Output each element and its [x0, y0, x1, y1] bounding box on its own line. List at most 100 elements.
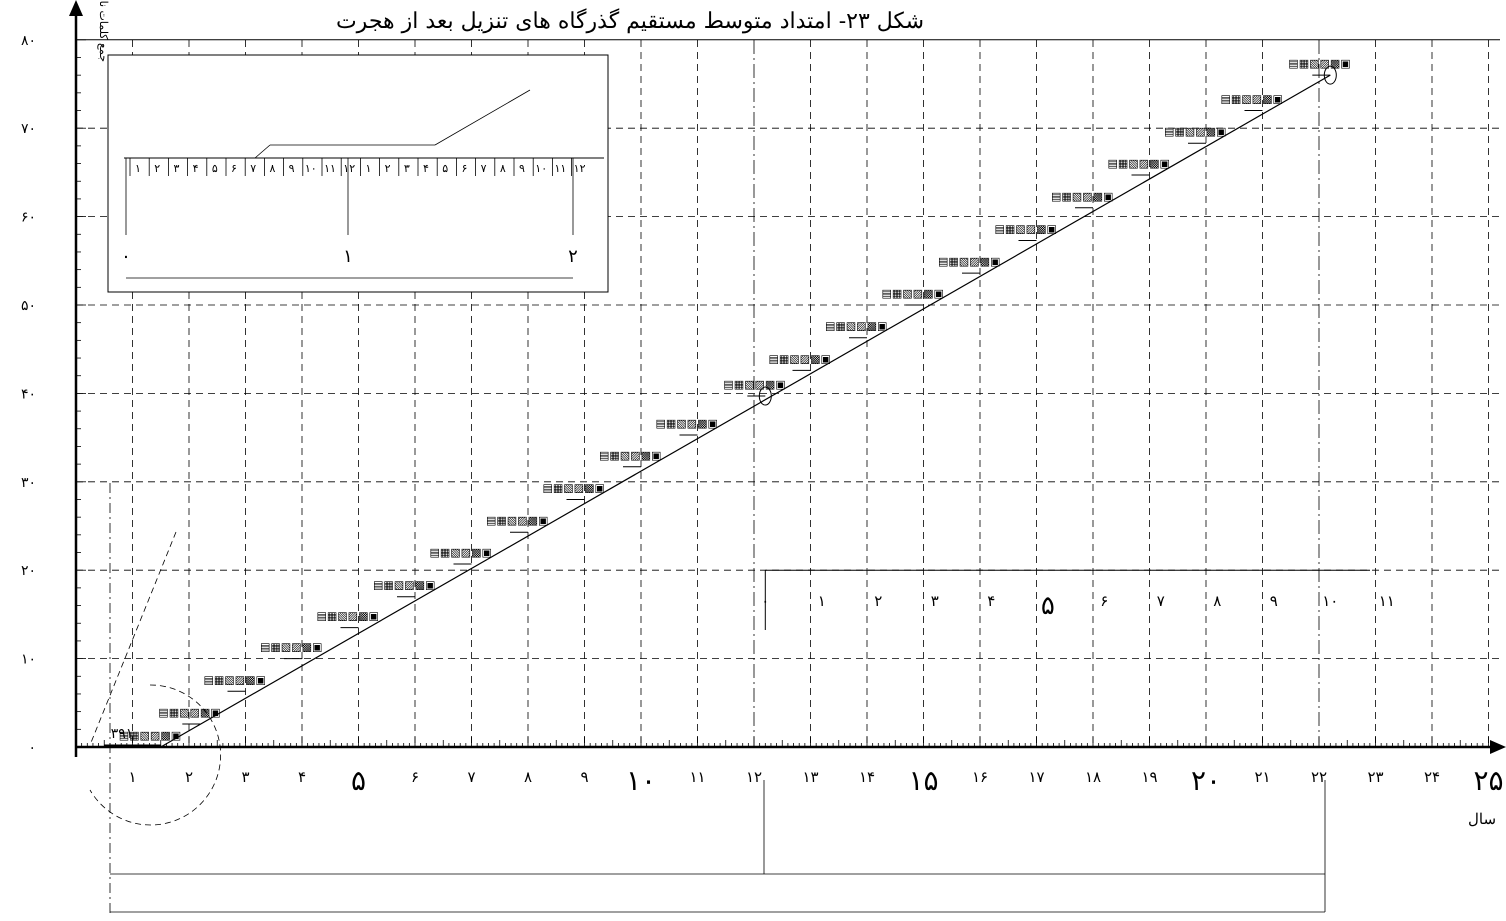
x-tick-label: ۵: [351, 764, 366, 797]
inset-bracket: [434, 89, 531, 146]
x-tick-label: ۹: [580, 768, 588, 786]
inset-ylabel: جمع کلمات نازله به هزار: [97, 0, 110, 62]
step-glyph: ▤▦▧▨▩▣: [1221, 93, 1283, 106]
bottom-brackets: [109, 483, 1326, 915]
secondary-tick-label: ۱: [818, 592, 826, 610]
inset-tick-label: ۱: [365, 162, 371, 175]
y-axis-arrow: [69, 0, 83, 16]
step-glyph: ▤▦▧▨▩▣: [543, 481, 605, 494]
x-tick-label: ۱۳: [802, 768, 818, 786]
x-tick-label: ۱۵: [908, 764, 938, 797]
inset-tick-label: ۱۲: [574, 162, 586, 175]
inset-tick-label: ۶: [231, 162, 237, 175]
inset-tick-label: ۱۰: [535, 162, 547, 175]
annotation-391: ۳۹۱: [111, 726, 134, 742]
step-glyph: ▤▦▧▨▩▣: [1108, 157, 1170, 170]
inset-tick-label: ۱۰: [305, 162, 317, 175]
inset-tick-label: ۳: [173, 162, 179, 175]
inset-tick-label: ۹: [289, 162, 295, 175]
inset-tick-label: ۴: [193, 162, 199, 175]
inset-lower-label: ۰: [121, 246, 131, 267]
step-glyph: ▤▦▧▨▩▣: [430, 546, 492, 559]
inset-tick-label: ۵: [442, 162, 448, 175]
step-glyph: ▤▦▧▨▩▣: [373, 579, 435, 592]
x-tick-label: ۱۱: [689, 768, 705, 786]
step-glyph: ▤▦▧▨▩▣: [938, 255, 1000, 268]
grid-lines: [76, 39, 1500, 747]
step-glyph: ▤▦▧▨▩▣: [1051, 190, 1113, 203]
x-tick-label: ۱۸: [1085, 768, 1101, 786]
secondary-tick-label: ۳: [931, 592, 939, 610]
step-glyph: ▤▦▧▨▩▣: [769, 352, 831, 365]
inset-tick-label: ۲: [385, 162, 391, 175]
inset-tick-label: ۱۲: [343, 162, 355, 175]
inset-tick-label: ۱۱: [324, 162, 336, 175]
inset-tick-label: ۵: [212, 162, 218, 175]
circle-marker: [1323, 65, 1337, 85]
x-tick-label: ۱۹: [1141, 768, 1157, 786]
y-tick-label: ۲۰: [21, 563, 36, 579]
x-tick-label: ۴: [298, 768, 306, 786]
inset-tick-label: ۷: [481, 162, 487, 175]
step-glyph: ▤▦▧▨▩▣: [723, 378, 785, 391]
dashed-arc: [89, 684, 222, 826]
x-tick-label: ۱۶: [972, 768, 988, 786]
y-tick-label: ۸۰: [21, 33, 36, 49]
x-tick-label: ۲۴: [1424, 768, 1440, 786]
secondary-tick-label: ۰: [761, 592, 769, 610]
inset-tick-label: ۳: [404, 162, 410, 175]
step-glyph: ▤▦▧▨▩▣: [825, 320, 887, 333]
secondary-tick-label: ۹: [1270, 592, 1278, 610]
secondary-tick-label: ۱۱: [1379, 592, 1395, 610]
x-axis-arrow: [1490, 740, 1506, 754]
x-tick-label: ۱۲: [746, 768, 762, 786]
secondary-axis: ۰ ۱ ۲ ۳ ۴ ۵ ۶ ۷ ۸ ۹ ۱۰ ۱۱: [761, 569, 1395, 630]
circle-marker: [758, 386, 772, 406]
y-tick-label: ۳۰: [21, 475, 36, 491]
inset-tick-label: ۸: [500, 162, 506, 175]
secondary-tick-label: ۵: [1041, 591, 1055, 621]
y-tick-label: ۰: [28, 740, 36, 756]
inset-tick-label: ۱: [135, 162, 141, 175]
inset-frame: [107, 54, 609, 293]
x-tick-label: ۲۵: [1473, 764, 1503, 797]
inset-tick-label: ۶: [461, 162, 467, 175]
x-axis-label: سال: [1468, 810, 1496, 828]
step-glyph: ▤▦▧▨▩▣: [119, 729, 181, 742]
x-tick-label: ۲۰: [1191, 764, 1221, 797]
step-glyph: ▤▦▧▨▩▣: [995, 222, 1057, 235]
inset-lower-label: ۱: [343, 246, 353, 267]
x-tick-label: ۸: [524, 768, 532, 786]
x-tick-label: ۱۰: [626, 764, 656, 797]
series-line: ▤▦▧▨▩▣ ▤▦▧▨▩▣ ▤▦▧▨▩▣ ▤▦▧▨▩▣ ▤▦▧▨▩▣ ▤▦▧▨▩▣ ▤▦▧▨…: [89, 57, 1351, 826]
y-axis-ticks: ۰ ۱۰ ۲۰ ۳۰ ۴۰ ۵۰ ۶۰ ۷۰ ۸۰: [21, 33, 86, 756]
secondary-tick-label: ۶: [1100, 592, 1108, 610]
step-glyph: ▤▦▧▨▩▣: [599, 449, 661, 462]
secondary-tick-label: ۷: [1157, 592, 1165, 610]
x-tick-label: ۲: [185, 768, 193, 786]
step-glyph: ▤▦▧▨▩▣: [204, 673, 266, 686]
dashed-guide: [89, 531, 177, 746]
secondary-tick-label: ۲: [874, 592, 882, 610]
step-glyph: ▤▦▧▨▩▣: [1164, 125, 1226, 138]
inset-tick-label: ۴: [423, 162, 429, 175]
secondary-tick-label: ۱۰: [1322, 592, 1338, 610]
y-tick-label: ۷۰: [21, 121, 36, 137]
x-tick-label: ۱۴: [859, 768, 875, 786]
inset-tick-label: ۱۱: [554, 162, 566, 175]
step-glyph: ▤▦▧▨▩▣: [260, 641, 322, 654]
y-tick-label: ۶۰: [21, 210, 36, 226]
inset-tick-label: ۹: [519, 162, 525, 175]
y-tick-label: ۱۰: [21, 652, 36, 668]
step-glyph: ▤▦▧▨▩▣: [882, 287, 944, 300]
inset-tick-label: ۸: [269, 162, 275, 175]
step-glyph: ▤▦▧▨▩▣: [158, 706, 220, 719]
y-tick-label: ۵۰: [21, 298, 36, 314]
step-glyph: ▤▦▧▨▩▣: [317, 610, 379, 623]
x-tick-label: ۱۷: [1028, 768, 1044, 786]
secondary-tick-label: ۸: [1213, 592, 1221, 610]
x-tick-label: ۷: [467, 768, 475, 786]
x-tick-label: ۱: [128, 768, 136, 786]
